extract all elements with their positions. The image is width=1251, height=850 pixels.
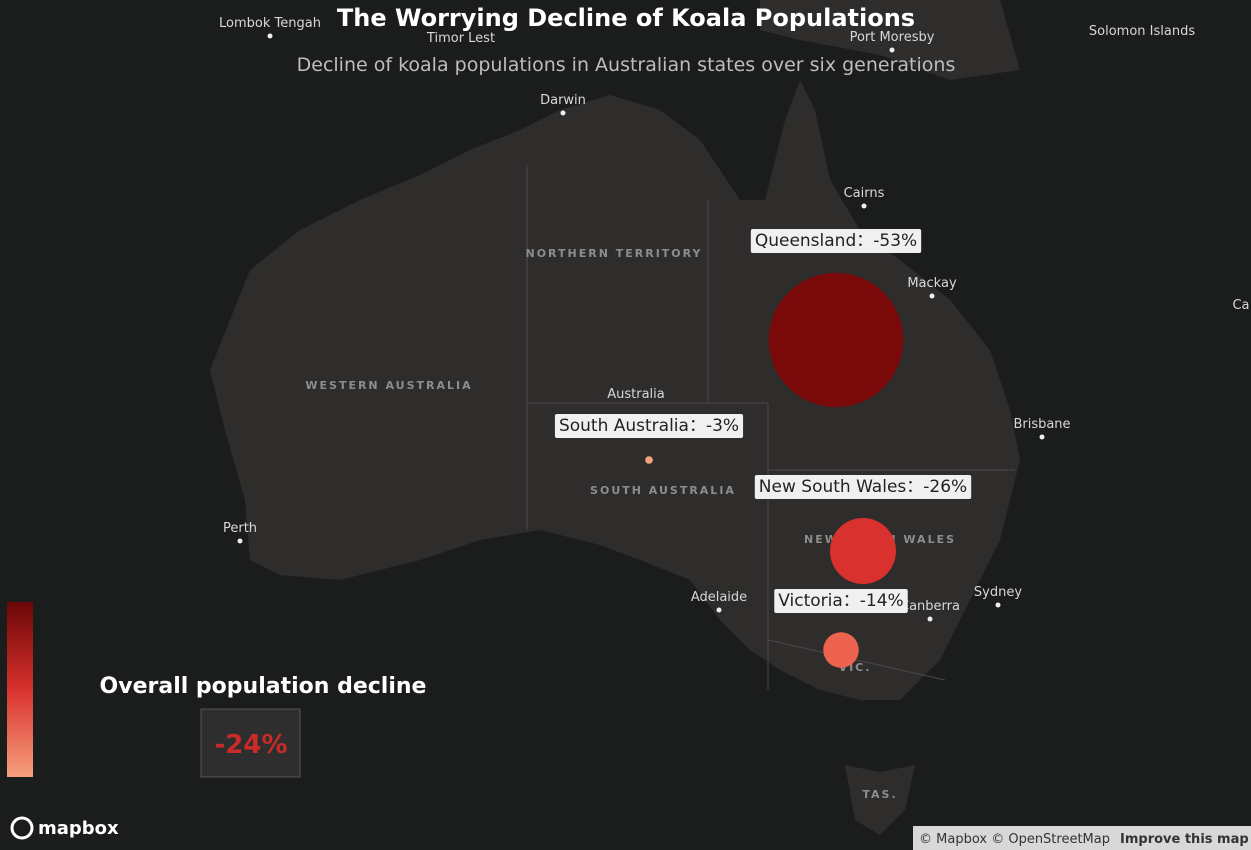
label-box [750,229,922,253]
place-label: Solomon Islands [1089,24,1195,39]
place-label: SOUTH AUSTRALIA [590,484,736,497]
place-label: Australia [607,387,665,402]
color-legend [7,602,33,777]
place-label: WESTERN AUSTRALIA [305,379,472,392]
place-dot [560,110,566,116]
state-borders [526,165,1015,690]
place-label: Brisbane [1013,417,1070,432]
label-box [754,475,972,499]
place-dot [237,538,243,544]
bubble [823,632,859,668]
place-dot [861,203,867,209]
place-label: Perth [223,521,257,536]
logo-icon [10,816,34,840]
place-label: Timor Lest [426,31,495,46]
place-dot [995,602,1001,608]
place-dot [267,33,273,39]
bubble-label: Victoria：-14% [778,591,903,611]
overall-value: -24% [214,730,287,760]
improve-link[interactable]: Improve this map [1120,832,1249,847]
label-box [774,589,908,613]
place-label: Canberra [900,599,960,614]
place-label: Cairns [844,186,885,201]
bubble-label: New South Wales：-26% [759,477,967,497]
place-label: Port Moresby [850,30,935,45]
bubble-label: South Australia：-3% [559,416,739,436]
place-label: Mackay [907,276,957,291]
subtitle: Decline of koala populations in Australi… [297,54,956,76]
place-label: TAS. [862,788,897,801]
place-label: Sydney [974,585,1022,600]
place-label: Darwin [540,93,586,108]
bubble [645,456,653,464]
place-dot [716,607,722,613]
place-dot [929,293,935,299]
place-label: Lombok Tengah [219,16,321,31]
place-label: Adelaide [691,590,747,605]
attribution[interactable]: © Mapbox © OpenStreetMap [919,832,1110,847]
overall-title: Overall population decline [100,674,427,699]
attribution-bar [913,826,1251,850]
title: The Worrying Decline of Koala Population… [337,4,915,32]
place-label: Ca [1232,298,1249,313]
tasmania [845,765,915,835]
bubble [829,517,897,585]
label-box [554,414,744,438]
overall-box [200,708,301,778]
place-dot [1039,434,1045,440]
logo: mapbox [38,818,119,839]
place-dot [889,47,895,53]
bubble-label: Queensland：-53% [755,231,917,251]
place-dot [927,616,933,622]
place-label: NORTHERN TERRITORY [525,247,702,260]
new-guinea [760,0,1020,80]
bubble [768,272,904,408]
